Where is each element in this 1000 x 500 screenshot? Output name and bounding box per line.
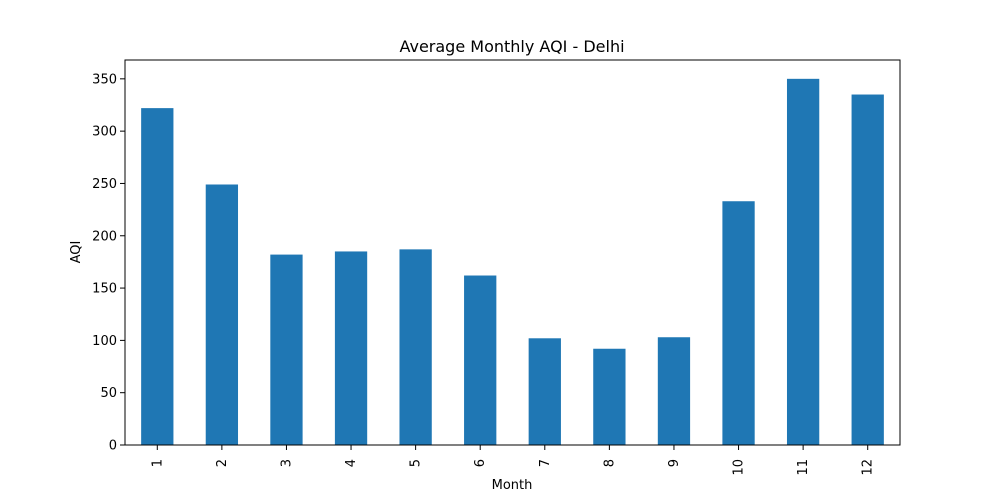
y-tick-label-300: 300 [92, 125, 117, 140]
x-tick-label-5: 5 [409, 459, 424, 467]
x-tick-label-12: 12 [861, 459, 876, 476]
x-tick-label-7: 7 [538, 459, 553, 467]
x-tick-label-3: 3 [279, 459, 294, 467]
bar-month-1 [141, 108, 174, 445]
plot-frame [124, 59, 901, 446]
x-tick-label-9: 9 [667, 459, 682, 467]
bar-month-4 [334, 251, 368, 445]
chart-title: Average Monthly AQI - Delhi [399, 37, 624, 56]
x-tick-label-1: 1 [150, 459, 165, 467]
bar-month-8 [593, 348, 626, 445]
x-tick-label-11: 11 [796, 459, 811, 476]
y-tick-label-250: 250 [92, 177, 117, 192]
y-tick-label-350: 350 [92, 72, 117, 87]
bars-group [141, 78, 884, 446]
x-axis-label: Month [492, 478, 533, 493]
x-tick-label-4: 4 [344, 459, 359, 467]
x-tick-label-2: 2 [215, 459, 230, 467]
x-tick-label-8: 8 [602, 459, 617, 467]
bar-month-11 [786, 78, 820, 446]
y-tick-label-50: 50 [100, 386, 117, 401]
y-tick-label-0: 0 [109, 439, 117, 454]
bar-month-9 [657, 337, 691, 445]
x-axis: 1 2 3 4 5 6 7 8 9 10 11 12 [150, 445, 876, 476]
bar-month-7 [528, 338, 561, 445]
y-tick-label-100: 100 [92, 334, 117, 349]
y-axis-label: AQI [69, 241, 84, 264]
y-tick-label-150: 150 [92, 282, 117, 297]
y-axis: 0 50 100 150 200 250 300 350 [92, 72, 125, 454]
bar-month-2 [205, 184, 239, 445]
bar-month-10 [722, 201, 755, 445]
x-tick-label-6: 6 [473, 459, 488, 467]
bar-month-6 [464, 275, 497, 445]
y-tick-label-200: 200 [92, 229, 117, 244]
bar-month-12 [851, 94, 884, 445]
x-tick-label-10: 10 [732, 459, 747, 476]
bar-month-3 [270, 254, 303, 445]
bar-month-5 [399, 249, 432, 445]
